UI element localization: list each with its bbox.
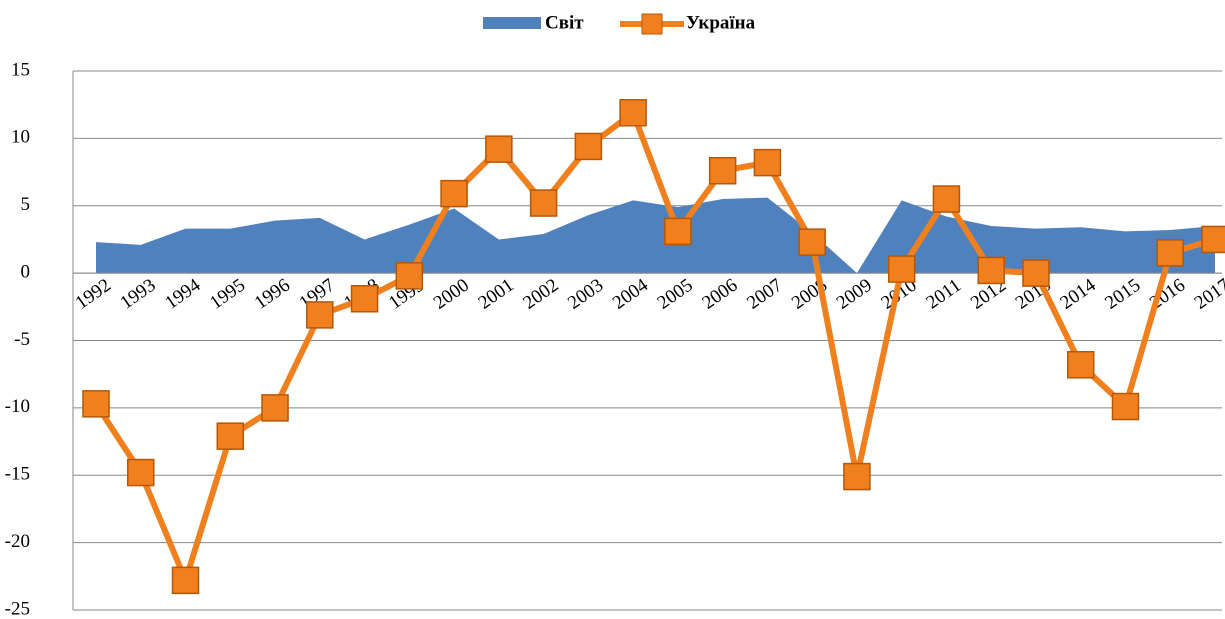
y-tick-label: -15 — [5, 464, 30, 485]
marker — [1022, 259, 1050, 287]
x-tick-label: 2011 — [922, 275, 965, 314]
marker — [932, 185, 961, 213]
marker — [619, 99, 647, 127]
y-tick-label: -20 — [5, 531, 30, 552]
line — [93, 109, 1216, 584]
marker — [127, 458, 155, 487]
marker — [1156, 239, 1184, 267]
x-tick-label: 2009 — [833, 275, 876, 314]
marker — [977, 256, 1005, 285]
x-tick-label: 1995 — [206, 275, 249, 314]
marker — [350, 284, 379, 313]
x-tick-label: 2001 — [475, 275, 518, 314]
x-tick-label: 1994 — [161, 274, 205, 313]
x-tick-label: 1996 — [251, 275, 294, 314]
x-tick-label: 1992 — [72, 275, 115, 314]
marker — [843, 462, 871, 491]
marker — [485, 135, 513, 163]
marker — [1201, 225, 1225, 254]
y-tick-label: 0 — [21, 261, 31, 282]
marker — [1066, 351, 1095, 379]
marker — [395, 262, 424, 290]
x-tick-label: 2005 — [654, 275, 697, 314]
x-tick-label: 2007 — [743, 275, 786, 314]
marker — [306, 301, 334, 329]
legend-label: Світ — [545, 12, 584, 33]
legend-swatch — [483, 17, 541, 29]
x-tick-label: 1993 — [117, 275, 160, 314]
marker — [171, 566, 200, 595]
x-tick-label: 2015 — [1101, 275, 1144, 314]
marker — [798, 228, 826, 256]
x-tick-label: 2000 — [430, 275, 473, 314]
legend-label: Україна — [686, 12, 756, 33]
x-tick-label: 2006 — [698, 275, 741, 314]
marker — [440, 179, 468, 208]
legend-marker — [641, 13, 663, 35]
y-tick-label: -25 — [5, 598, 30, 619]
y-tick-label: -10 — [5, 396, 30, 417]
y-tick-label: -5 — [14, 329, 30, 350]
y-tick-label: 10 — [11, 127, 30, 148]
y-tick-label: 5 — [21, 194, 31, 215]
marker — [887, 255, 916, 283]
marker — [1111, 392, 1140, 421]
marker — [708, 156, 737, 185]
x-tick-label: 2017 — [1191, 275, 1225, 314]
marker — [82, 390, 110, 418]
x-tick-label: 2002 — [519, 275, 562, 314]
x-tick-label: 2003 — [564, 275, 607, 314]
y-tick-label: 15 — [11, 59, 30, 80]
marker — [529, 189, 558, 217]
marker — [664, 217, 692, 246]
x-tick-label: 2004 — [609, 274, 653, 313]
marker — [574, 132, 603, 161]
marker — [753, 148, 782, 177]
marker — [261, 394, 289, 422]
marker — [216, 422, 245, 450]
x-tick-label: 2014 — [1056, 274, 1100, 313]
